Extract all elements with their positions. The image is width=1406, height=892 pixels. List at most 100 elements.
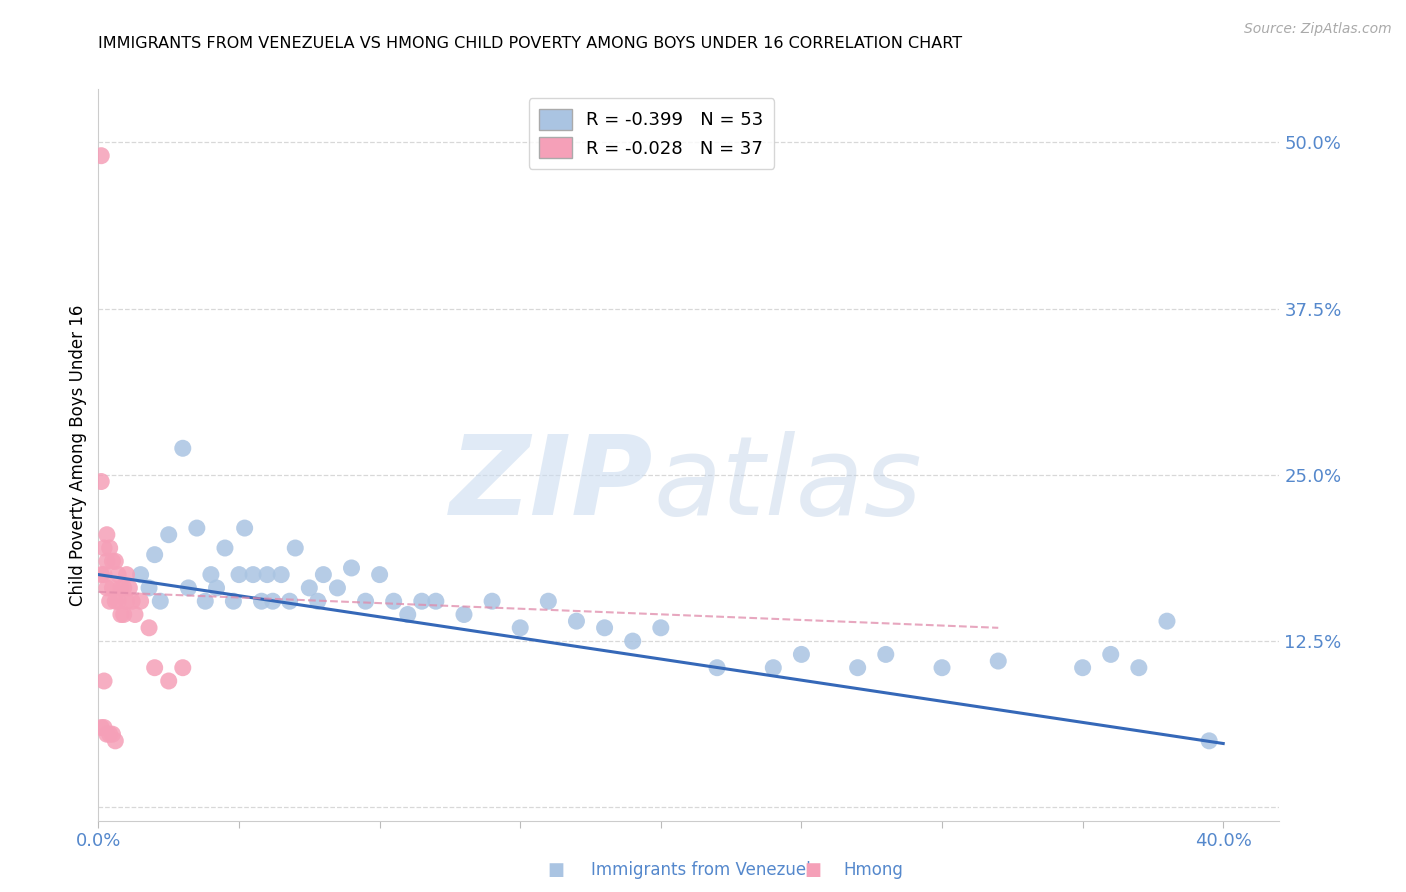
Point [228, 567, 250, 582]
Point [101, 581, 124, 595]
Point [96, 581, 118, 595]
Point [846, 661, 869, 675]
Point [129, 567, 152, 582]
Point [104, 594, 127, 608]
Point [115, 567, 138, 582]
Text: Source: ZipAtlas.com: Source: ZipAtlas.com [1244, 22, 1392, 37]
Point [112, 581, 135, 595]
Point [107, 594, 129, 608]
Point [509, 621, 531, 635]
Text: Hmong: Hmong [844, 861, 904, 879]
Point [1128, 661, 1150, 675]
Point [284, 541, 307, 555]
Point [1099, 648, 1122, 662]
Point [354, 594, 377, 608]
Point [194, 594, 217, 608]
Point [104, 554, 127, 568]
Point [110, 607, 132, 622]
Point [96, 554, 118, 568]
Y-axis label: Child Poverty Among Boys Under 16: Child Poverty Among Boys Under 16 [69, 304, 87, 606]
Point [340, 561, 363, 575]
Point [262, 594, 284, 608]
Point [278, 594, 301, 608]
Point [149, 594, 172, 608]
Point [250, 594, 273, 608]
Point [172, 661, 194, 675]
Point [93, 673, 115, 688]
Point [425, 594, 447, 608]
Point [101, 727, 124, 741]
Text: ZIP: ZIP [450, 431, 654, 538]
Point [172, 442, 194, 456]
Point [326, 581, 349, 595]
Text: Immigrants from Venezuela: Immigrants from Venezuela [591, 861, 820, 879]
Point [205, 581, 228, 595]
Point [110, 581, 132, 595]
Point [129, 594, 152, 608]
Point [186, 521, 208, 535]
Point [706, 661, 728, 675]
Point [1071, 661, 1094, 675]
Point [107, 567, 129, 582]
Point [270, 567, 292, 582]
Text: ■: ■ [804, 861, 821, 879]
Point [298, 581, 321, 595]
Point [214, 541, 236, 555]
Point [382, 594, 405, 608]
Point [93, 721, 115, 735]
Text: atlas: atlas [654, 431, 922, 538]
Point [411, 594, 433, 608]
Point [96, 727, 118, 741]
Point [565, 614, 588, 628]
Point [931, 661, 953, 675]
Legend: R = -0.399   N = 53, R = -0.028   N = 37: R = -0.399 N = 53, R = -0.028 N = 37 [529, 98, 775, 169]
Point [307, 594, 329, 608]
Point [118, 581, 141, 595]
Point [537, 594, 560, 608]
Point [138, 621, 160, 635]
Point [157, 673, 180, 688]
Point [98, 727, 121, 741]
Point [987, 654, 1010, 668]
Point [481, 594, 503, 608]
Point [256, 567, 278, 582]
Point [98, 541, 121, 555]
Point [90, 475, 112, 489]
Point [96, 527, 118, 541]
Point [396, 607, 419, 622]
Point [93, 541, 115, 555]
Text: IMMIGRANTS FROM VENEZUELA VS HMONG CHILD POVERTY AMONG BOYS UNDER 16 CORRELATION: IMMIGRANTS FROM VENEZUELA VS HMONG CHILD… [98, 36, 963, 51]
Point [621, 634, 644, 648]
Point [242, 567, 264, 582]
Point [233, 521, 256, 535]
Text: ■: ■ [547, 861, 564, 879]
Point [650, 621, 672, 635]
Point [121, 594, 143, 608]
Point [98, 594, 121, 608]
Point [1156, 614, 1178, 628]
Point [101, 554, 124, 568]
Point [143, 661, 166, 675]
Point [143, 548, 166, 562]
Point [453, 607, 475, 622]
Point [222, 594, 245, 608]
Point [124, 607, 146, 622]
Point [875, 648, 897, 662]
Point [790, 648, 813, 662]
Point [104, 734, 127, 748]
Point [200, 567, 222, 582]
Point [93, 567, 115, 582]
Point [368, 567, 391, 582]
Point [112, 607, 135, 622]
Point [593, 621, 616, 635]
Point [312, 567, 335, 582]
Point [138, 581, 160, 595]
Point [90, 721, 112, 735]
Point [115, 594, 138, 608]
Point [762, 661, 785, 675]
Point [90, 567, 112, 582]
Point [1198, 734, 1220, 748]
Point [90, 149, 112, 163]
Point [157, 527, 180, 541]
Point [177, 581, 200, 595]
